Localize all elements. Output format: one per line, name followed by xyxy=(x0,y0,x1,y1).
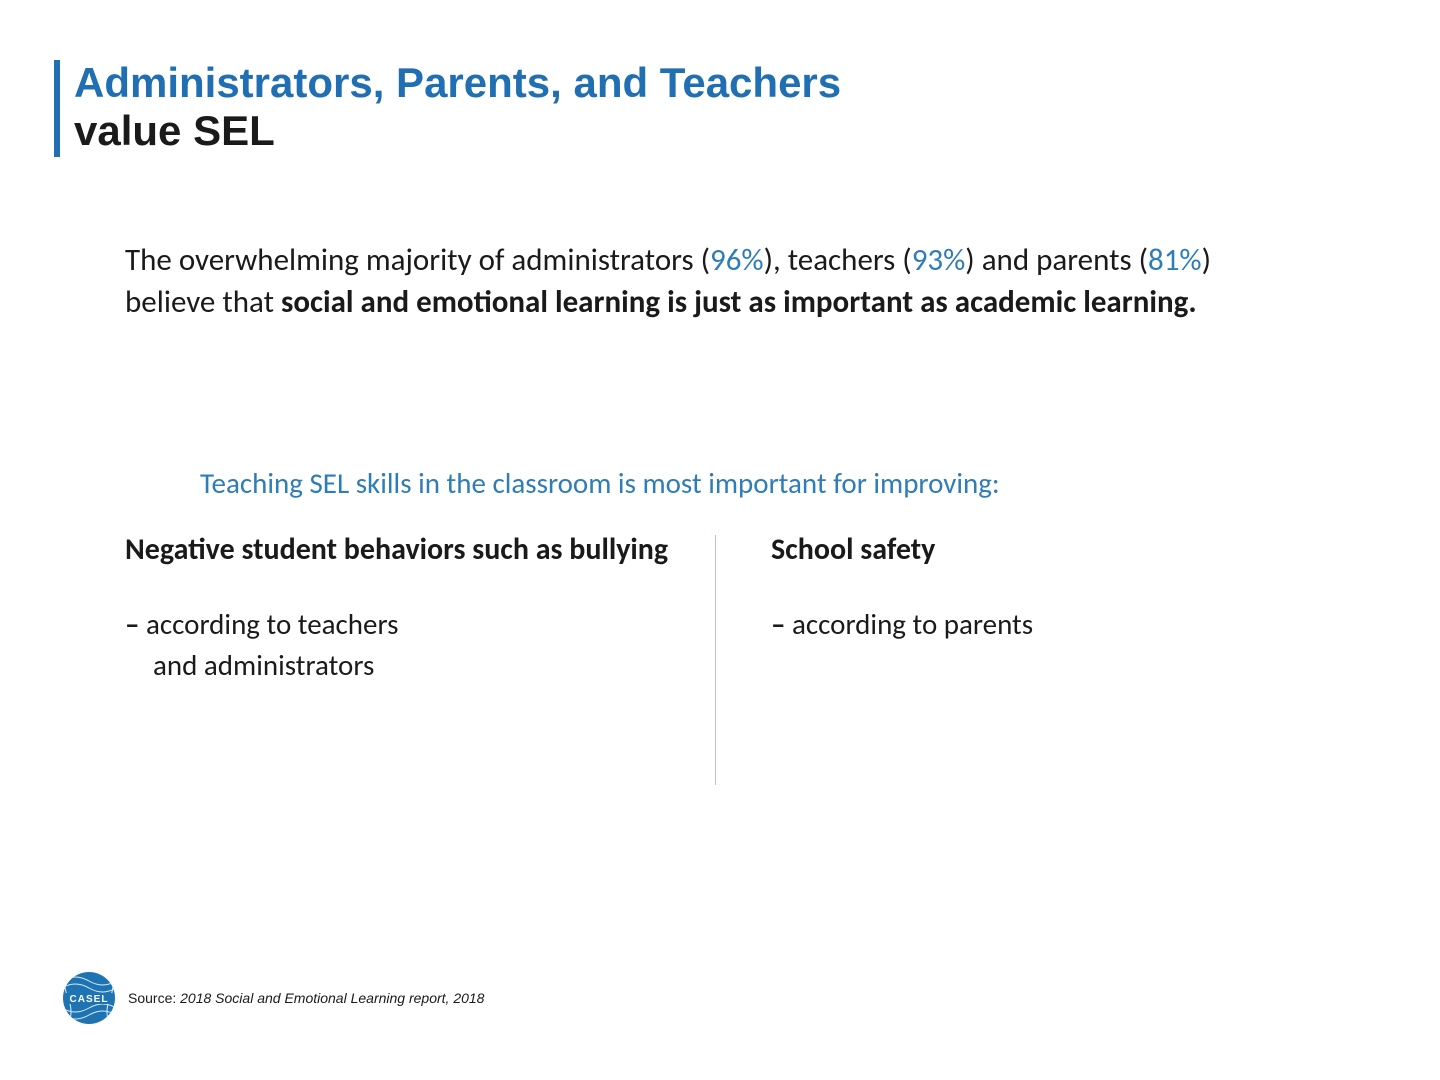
slide: Administrators, Parents, and Teachers va… xyxy=(0,0,1440,1080)
body-bold: social and emotional learning is just as… xyxy=(281,283,1197,321)
logo-text: CASEL xyxy=(70,994,109,1005)
column-left-sub-line1: according to teachers xyxy=(146,606,398,642)
column-right-heading: School safety xyxy=(771,530,1245,569)
subheading: Teaching SEL skills in the classroom is … xyxy=(200,465,1000,501)
column-right: School safety – according to parents xyxy=(716,530,1245,790)
column-right-sub-text: according to parents xyxy=(792,606,1033,642)
body-mid2: ) and parents ( xyxy=(965,241,1148,279)
title-line-2: value SEL xyxy=(74,106,841,156)
source-text: 2018 Social and Emotional Learning repor… xyxy=(180,990,484,1006)
dash-icon: – xyxy=(125,606,146,642)
body-mid1: ), teachers ( xyxy=(764,241,912,279)
title-line-1: Administrators, Parents, and Teachers xyxy=(74,60,841,106)
dash-icon: – xyxy=(771,606,792,642)
column-left-sub-line2: and administrators xyxy=(125,645,675,686)
pct-parents: 81% xyxy=(1148,241,1202,279)
column-left: Negative student behaviors such as bully… xyxy=(125,530,715,790)
casel-logo-icon: CASEL xyxy=(62,971,116,1025)
columns-container: Negative student behaviors such as bully… xyxy=(125,530,1245,790)
body-paragraph: The overwhelming majority of administrat… xyxy=(125,240,1245,324)
title-block: Administrators, Parents, and Teachers va… xyxy=(54,60,841,157)
column-left-heading: Negative student behaviors such as bully… xyxy=(125,530,675,569)
source-label: Source: xyxy=(128,990,180,1006)
pct-teachers: 93% xyxy=(912,241,966,279)
column-left-sub: – according to teachers and administrato… xyxy=(125,604,675,685)
footer: CASEL Source: 2018 Social and Emotional … xyxy=(62,971,484,1025)
pct-admin: 96% xyxy=(710,241,764,279)
column-right-sub: – according to parents xyxy=(771,604,1245,645)
source-citation: Source: 2018 Social and Emotional Learni… xyxy=(128,990,484,1006)
body-prefix: The overwhelming majority of administrat… xyxy=(125,241,710,279)
